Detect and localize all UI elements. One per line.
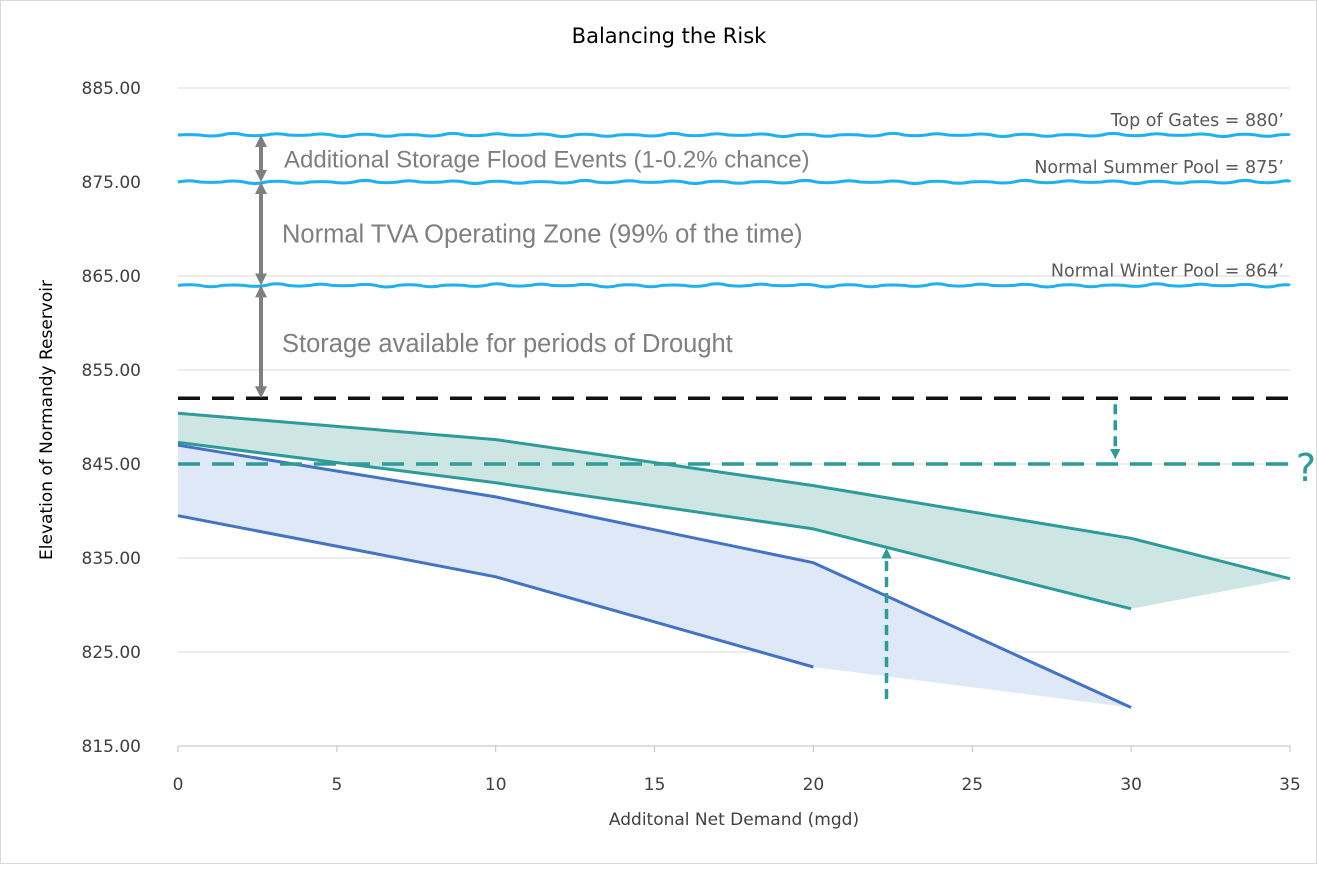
x-tick-label: 15 [644, 775, 666, 795]
reference-line-0 [177, 131, 1291, 139]
y-tick-label: 875.00 [82, 173, 141, 193]
y-tick-label: 835.00 [82, 549, 141, 569]
x-tick-label: 10 [485, 775, 507, 795]
y-tick-label: 885.00 [82, 79, 141, 99]
annotation-text-2: Storage available for periods of Drought [282, 330, 733, 358]
reference-line-label-2: Normal Winter Pool = 864’ [1051, 261, 1284, 281]
y-tick-label: 845.00 [82, 455, 141, 475]
reference-line-label-1: Normal Summer Pool = 875’ [1034, 158, 1284, 178]
reference-line-label-0: Top of Gates = 880’ [1110, 111, 1284, 131]
annotation-text-1: Normal TVA Operating Zone (99% of the ti… [282, 221, 803, 249]
reference-line-2 [177, 282, 1292, 289]
x-tick-label: 30 [1120, 775, 1142, 795]
x-tick-label: 35 [1279, 775, 1301, 795]
question-marker: ? [1296, 446, 1316, 490]
reference-lines: Top of Gates = 880’ Normal Summer Pool = … [177, 111, 1292, 466]
y-tick-label: 855.00 [82, 361, 141, 381]
data-bands [177, 411, 1291, 709]
x-axis-label: Additonal Net Demand (mgd) [609, 810, 859, 830]
chart-title: Balancing the Risk [572, 24, 767, 48]
axis-ticks: 815.00 825.00 835.00 845.00 855.00 865.00 875.… [82, 79, 1301, 795]
y-tick-label: 825.00 [82, 643, 141, 663]
band-lower-line-0 [177, 440, 1132, 611]
y-axis-label: Elevation of Normandy Reservoir [37, 280, 57, 560]
band-lower-line-1 [177, 514, 814, 669]
reference-line-1 [177, 178, 1292, 186]
x-tick-label: 20 [803, 775, 825, 795]
band-upper-line-0 [177, 411, 1291, 581]
x-tick-label: 0 [173, 775, 184, 795]
annotation-text-0: Additional Storage Flood Events (1-0.2% … [284, 147, 810, 174]
y-tick-label: 865.00 [82, 267, 141, 287]
x-tick-label: 5 [331, 775, 342, 795]
y-tick-label: 815.00 [82, 737, 141, 757]
x-tick-label: 25 [961, 775, 983, 795]
annotations: Additional Storage Flood Events (1-0.2% … [255, 135, 1316, 699]
band-upper-line-1 [177, 443, 1132, 709]
band-fill-1 [178, 445, 1132, 708]
band-fill-0 [178, 413, 1290, 609]
